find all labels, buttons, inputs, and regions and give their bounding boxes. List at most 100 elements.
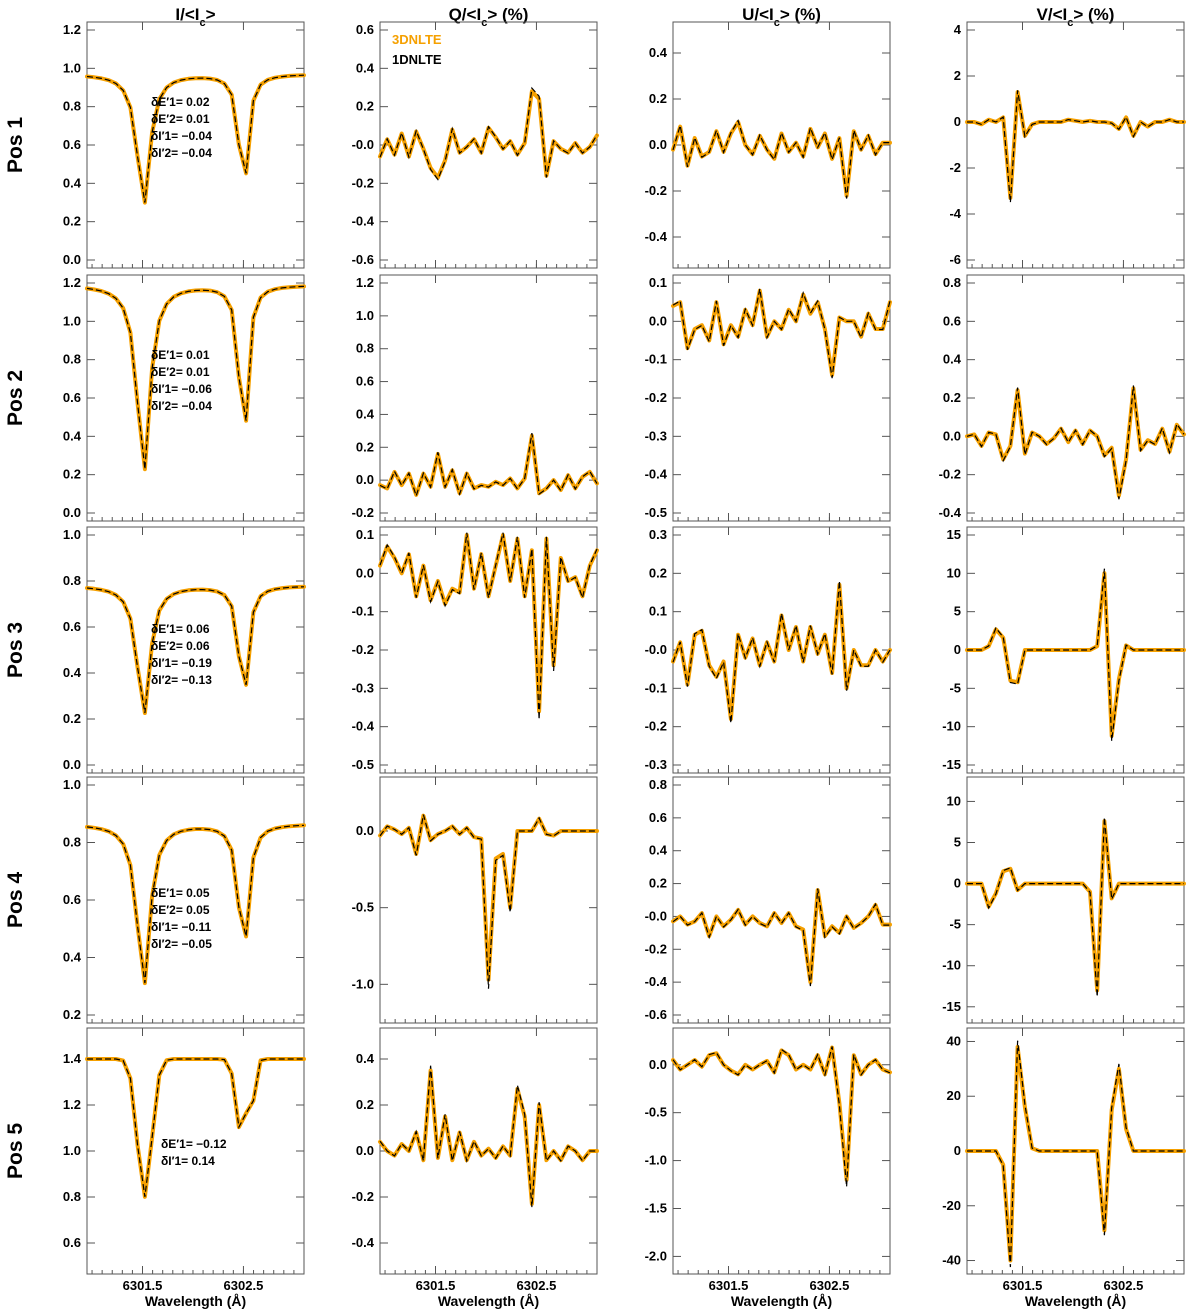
y-tick-label: 0.2	[649, 565, 667, 580]
y-tick-label: 0.1	[649, 275, 667, 290]
y-tick-label: 0.0	[63, 757, 81, 772]
y-tick-label: 0.6	[63, 1235, 81, 1250]
y-tick-label: -0.2	[939, 467, 961, 482]
y-tick-label: 0.8	[943, 275, 961, 290]
y-tick-label: 0.8	[63, 1189, 81, 1204]
series-3dnlte	[85, 1057, 306, 1199]
series-1dnlte	[967, 568, 1184, 742]
annotation: δE′2= 0.01	[151, 365, 210, 379]
legend-3dnlte: 3DNLTE	[392, 32, 442, 47]
annotation: δE′1= −0.12	[161, 1137, 227, 1151]
series-1dnlte	[379, 1065, 597, 1208]
y-tick-label: 0.2	[63, 1007, 81, 1022]
y-tick-label: -6	[949, 252, 961, 267]
y-tick-label: -0.5	[352, 900, 374, 915]
y-tick-label: 0.2	[356, 1097, 374, 1112]
y-tick-label: -5	[949, 680, 961, 695]
y-tick-label: 5	[954, 604, 961, 619]
y-tick-label: 0.0	[356, 823, 374, 838]
y-tick-label: 0.6	[63, 137, 81, 152]
y-tick-label: -0.1	[352, 604, 374, 619]
series-1dnlte	[672, 1046, 891, 1187]
y-tick-label: 1.2	[63, 1097, 81, 1112]
y-tick-label: 1.4	[63, 1051, 82, 1066]
y-tick-label: -0.2	[645, 390, 667, 405]
legend-1dnlte: 1DNLTE	[392, 52, 442, 67]
y-tick-label: -10	[942, 719, 961, 734]
x-tick-label: 6302.5	[517, 1278, 557, 1293]
y-tick-label: 0	[954, 114, 961, 129]
y-tick-label: -0.5	[645, 1105, 667, 1120]
y-tick-label: 0.6	[63, 390, 81, 405]
panel-frame	[86, 1027, 305, 1275]
y-tick-label: -0.0	[645, 908, 667, 923]
y-tick-label: 1.0	[356, 308, 374, 323]
series-1dnlte	[379, 86, 598, 181]
y-tick-label: 0.1	[356, 527, 374, 542]
y-tick-label: 0.2	[63, 467, 81, 482]
panel-frame	[966, 21, 1185, 269]
x-tick-label: 6301.5	[709, 1278, 749, 1293]
y-tick-label: 20	[947, 1088, 961, 1103]
column-title: I/<Ic>	[175, 5, 215, 29]
x-tick-label: 6301.5	[1003, 1278, 1043, 1293]
panel-frame	[966, 776, 1185, 1024]
series-3dnlte	[378, 533, 599, 714]
y-tick-label: 0.2	[649, 91, 667, 106]
series-3dnlte	[378, 89, 599, 180]
y-tick-label: 1.2	[63, 22, 81, 37]
series-1dnlte	[967, 90, 1184, 203]
y-tick-label: 15	[947, 527, 961, 542]
y-tick-label: 0.4	[63, 428, 82, 443]
y-tick-label: 0.0	[943, 428, 961, 443]
y-tick-label: 0.2	[649, 876, 667, 891]
y-tick-label: -5	[949, 917, 961, 932]
y-tick-label: 0	[954, 1143, 961, 1158]
y-tick-label: 1.0	[63, 527, 81, 542]
annotation: δI′2= −0.04	[151, 146, 212, 160]
panel-frame	[86, 21, 305, 269]
y-tick-label: 0.4	[63, 175, 82, 190]
y-tick-label: 0.4	[356, 1051, 375, 1066]
panel-frame	[379, 274, 598, 522]
y-tick-label: -0.4	[939, 505, 962, 520]
y-tick-label: -1.0	[352, 976, 374, 991]
y-tick-label: 0.0	[649, 313, 667, 328]
series-3dnlte	[671, 1045, 892, 1182]
y-tick-label: 0.2	[356, 439, 374, 454]
y-tick-label: -0.0	[352, 137, 374, 152]
series-1dnlte	[379, 814, 597, 989]
series-3dnlte	[965, 819, 1186, 993]
panel-frame	[966, 274, 1185, 522]
series-1dnlte	[86, 824, 305, 984]
series-1dnlte	[672, 888, 890, 987]
y-tick-label: -0.1	[645, 352, 667, 367]
series-3dnlte	[671, 888, 892, 985]
annotation: δI′1= −0.11	[151, 920, 212, 934]
y-tick-label: -0.3	[645, 428, 667, 443]
y-tick-label: 0.6	[63, 892, 81, 907]
y-tick-label: -0.3	[645, 757, 667, 772]
y-tick-label: 0.8	[649, 777, 667, 792]
panel-frame	[86, 776, 305, 1024]
panel-frame	[672, 274, 891, 522]
y-tick-label: -0.5	[352, 757, 374, 772]
y-tick-label: -0.4	[645, 229, 668, 244]
y-tick-label: 0.4	[356, 406, 375, 421]
series-1dnlte	[967, 817, 1184, 997]
y-tick-label: 1.0	[63, 1143, 81, 1158]
x-tick-label: 6302.5	[1104, 1278, 1144, 1293]
annotation: δE′1= 0.05	[151, 886, 210, 900]
y-tick-label: 0.4	[356, 60, 375, 75]
column-title: V/<Ic> (%)	[1037, 5, 1115, 29]
y-tick-label: 0.6	[649, 810, 667, 825]
x-tick-label: 6302.5	[810, 1278, 850, 1293]
y-tick-label: 0.4	[649, 45, 668, 60]
series-1dnlte	[86, 285, 305, 470]
y-tick-label: -1.0	[645, 1153, 667, 1168]
series-1dnlte	[379, 532, 598, 720]
y-tick-label: 10	[947, 793, 961, 808]
annotation: δE′2= 0.05	[151, 903, 210, 917]
y-tick-label: -0.2	[352, 175, 374, 190]
